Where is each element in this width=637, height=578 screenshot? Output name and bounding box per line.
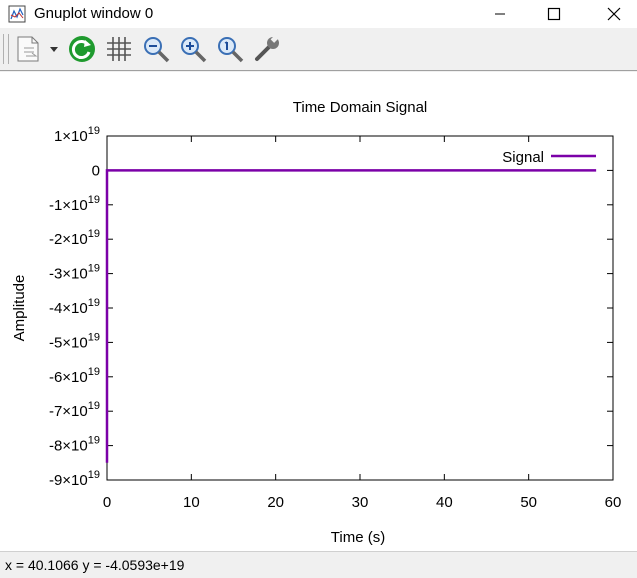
minimize-icon	[495, 13, 505, 15]
maximize-icon	[547, 7, 561, 21]
settings-button[interactable]	[252, 34, 282, 64]
x-axis-label: Time (s)	[331, 529, 385, 546]
y-tick-label: 0	[92, 162, 100, 179]
chart[interactable]: 0 10 20 30 40 50 60 1×1019 0 -1×1019 -2×1019 -3×101…	[0, 72, 637, 550]
chart-title: Time Domain Signal	[293, 99, 428, 116]
zoom-out-icon	[144, 37, 170, 63]
plot-canvas[interactable]: 0 10 20 30 40 50 60 1×1019 0 -1×1019 -2×1019 -3×101…	[0, 72, 637, 550]
y-tick-label: -9×1019	[49, 469, 100, 489]
y-axis-label: Amplitude	[11, 275, 28, 342]
y-tick-label: -6×1019	[49, 366, 100, 386]
gnuplot-app-icon	[8, 5, 26, 23]
x-tick-label: 20	[267, 494, 284, 511]
toolbar-divider	[0, 70, 637, 71]
grid-button[interactable]	[104, 34, 134, 64]
y-tick-label: -7×1019	[49, 400, 100, 420]
minimize-button[interactable]	[477, 0, 523, 28]
close-icon	[607, 7, 621, 21]
unzoom-button[interactable]	[215, 34, 245, 64]
toolbar-grip[interactable]	[3, 34, 9, 64]
status-bar: x = 40.1066 y = -4.0593e+19	[0, 551, 637, 578]
y-tick-label: -3×1019	[49, 263, 100, 283]
x-tick-label: 0	[103, 494, 111, 511]
y-tick-label: -1×1019	[49, 194, 100, 214]
grid-icon	[107, 37, 131, 61]
wrench-icon	[255, 35, 279, 61]
zoom-previous-button[interactable]	[141, 34, 171, 64]
y-tick-label: -2×1019	[49, 228, 100, 248]
zoom-next-button[interactable]	[178, 34, 208, 64]
window-title: Gnuplot window 0	[34, 5, 154, 22]
copy-options-button[interactable]	[14, 34, 60, 64]
x-tick-label: 30	[352, 494, 369, 511]
close-button[interactable]	[591, 0, 637, 28]
x-tick-label: 50	[520, 494, 537, 511]
x-tick-label: 40	[436, 494, 453, 511]
y-tick-label: -8×1019	[49, 435, 100, 455]
zoom-in-icon	[181, 37, 207, 63]
y-tick-label: 1×1019	[54, 125, 100, 145]
replot-button[interactable]	[67, 34, 97, 64]
refresh-icon	[69, 36, 95, 62]
y-tick-label: -4×1019	[49, 297, 100, 317]
zoom-reset-icon	[218, 37, 244, 63]
document-dropdown-icon	[17, 36, 58, 62]
toolbar	[0, 28, 637, 72]
title-bar: Gnuplot window 0	[0, 0, 637, 28]
x-tick-label: 60	[605, 494, 622, 511]
series-line-signal	[105, 169, 597, 463]
legend-label: Signal	[502, 149, 544, 166]
y-tick-label: -5×1019	[49, 331, 100, 351]
cursor-coordinates: x = 40.1066 y = -4.0593e+19	[5, 557, 185, 573]
x-tick-label: 10	[183, 494, 200, 511]
maximize-button[interactable]	[531, 0, 577, 28]
plot-frame	[106, 135, 614, 481]
